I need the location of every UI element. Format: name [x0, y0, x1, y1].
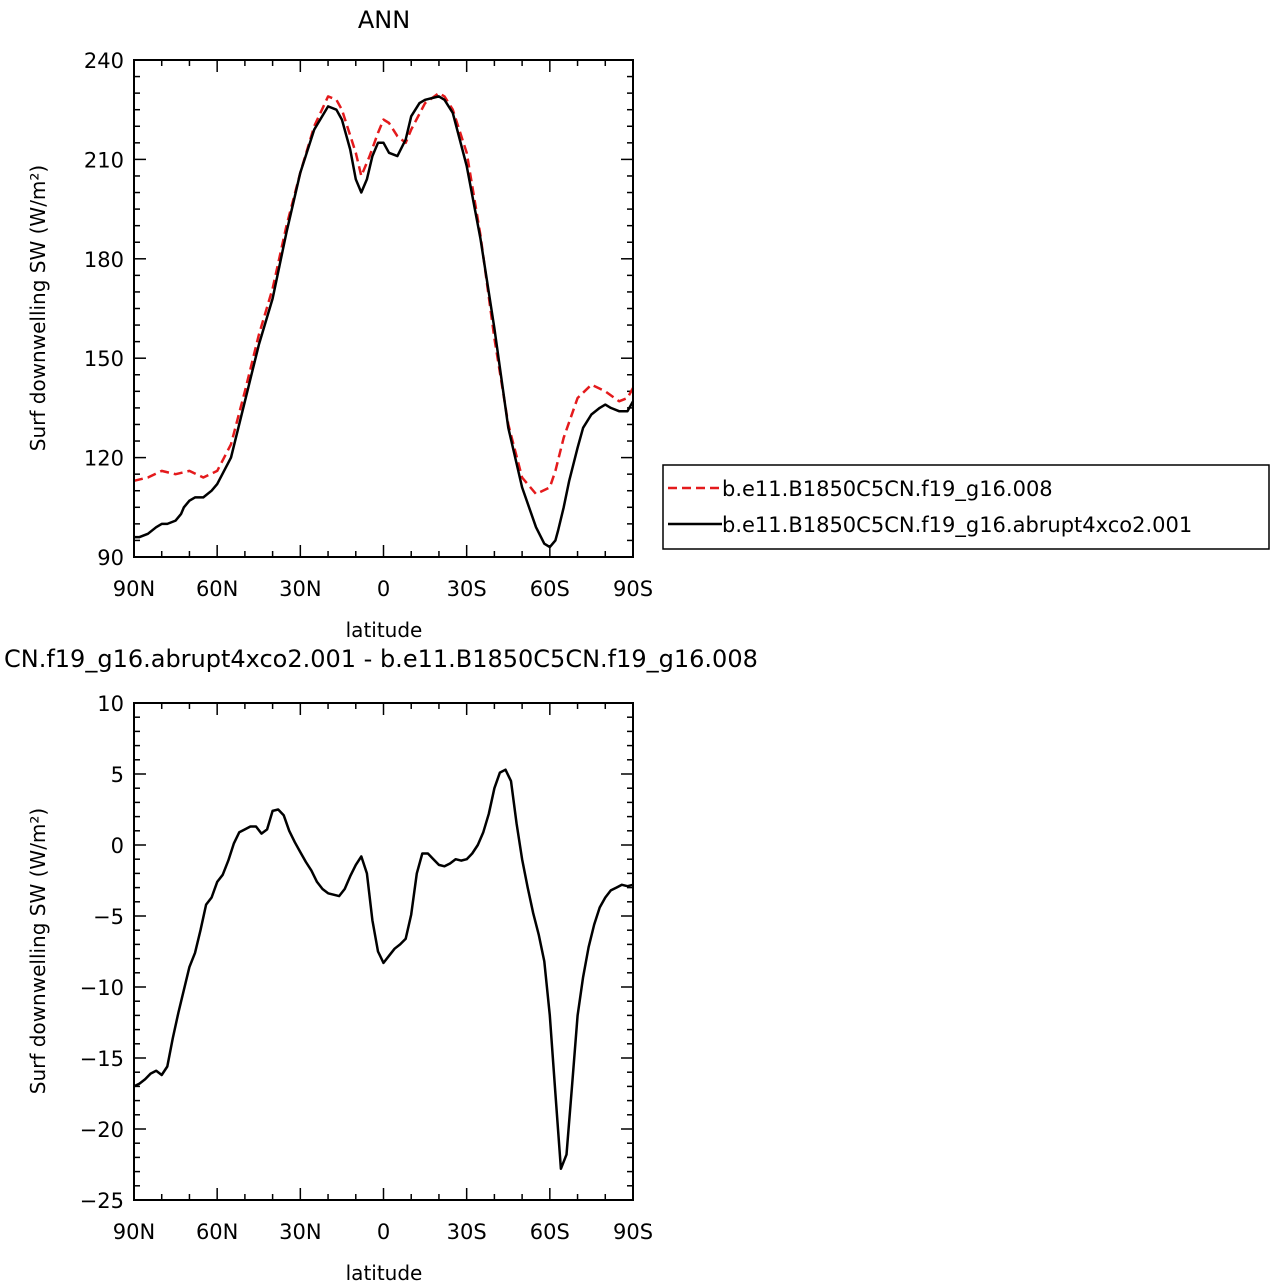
- bottom-ytick-label: 0: [111, 834, 124, 858]
- bottom-chart-title: CN.f19_g16.abrupt4xco2.001 - b.e11.B1850…: [4, 645, 758, 673]
- bottom-xtick-label: 30N: [279, 1220, 321, 1244]
- bottom-series: [133, 768, 634, 1171]
- top-xtick-label: 0: [377, 577, 390, 601]
- top-tick-labels: 90N 60N 30N 0 30S 60S 90S 90 120 150 180 210 240: [84, 49, 653, 601]
- top-xtick-label: 60S: [530, 577, 570, 601]
- bottom-ytick-label: 5: [111, 763, 124, 787]
- bottom-ytick-label: −15: [80, 1047, 124, 1071]
- top-ytick-label: 240: [84, 49, 124, 73]
- top-xtick-label: 90S: [613, 577, 653, 601]
- bottom-xlabel: latitude: [346, 1261, 423, 1285]
- top-xtick-label: 30S: [447, 577, 487, 601]
- top-series: [133, 91, 635, 549]
- bottom-xtick-label: 30S: [447, 1220, 487, 1244]
- top-ytick-label: 210: [84, 148, 124, 172]
- bottom-ytick-label: −25: [80, 1189, 124, 1213]
- top-ytick-label: 90: [97, 546, 124, 570]
- legend-label-abrupt4xco2: b.e11.B1850C5CN.f19_g16.abrupt4xco2.001: [722, 513, 1192, 538]
- top-plot-frame: [133, 59, 634, 558]
- bottom-xtick-label: 90N: [113, 1220, 155, 1244]
- top-ytick-label: 150: [84, 347, 124, 371]
- top-series-line-0: [133, 91, 635, 496]
- bottom-ytick-label: −10: [80, 976, 124, 1000]
- legend-label-control: b.e11.B1850C5CN.f19_g16.008: [722, 477, 1053, 502]
- top-xlabel: latitude: [346, 618, 423, 642]
- top-ytick-label: 180: [84, 248, 124, 272]
- bottom-xtick-label: 60N: [196, 1220, 238, 1244]
- bottom-plot-frame: [133, 702, 634, 1201]
- top-ticks: [133, 59, 634, 558]
- bottom-ytick-label: −20: [80, 1118, 124, 1142]
- bottom-xtick-label: 90S: [613, 1220, 653, 1244]
- bottom-tick-labels: 90N 60N 30N 0 30S 60S 90S 10 5 0 −5 −10 −15 −20 −25: [80, 692, 653, 1244]
- legend: b.e11.B1850C5CN.f19_g16.008 b.e11.B1850C…: [662, 464, 1270, 550]
- bottom-panel: CN.f19_g16.abrupt4xco2.001 - b.e11.B1850…: [4, 645, 758, 1285]
- bottom-ytick-label: 10: [97, 692, 124, 716]
- top-chart-title: ANN: [358, 6, 410, 34]
- bottom-ytick-label: −5: [93, 905, 124, 929]
- top-xtick-label: 60N: [196, 577, 238, 601]
- top-ylabel: Surf downwelling SW (W/m²): [26, 165, 50, 451]
- top-xtick-label: 90N: [113, 577, 155, 601]
- top-series-line-1: [134, 95, 635, 549]
- bottom-xtick-label: 60S: [530, 1220, 570, 1244]
- bottom-xtick-label: 0: [377, 1220, 390, 1244]
- legend-box: [662, 464, 1270, 550]
- bottom-ylabel: Surf downwelling SW (W/m²): [26, 808, 50, 1094]
- top-ytick-label: 120: [84, 447, 124, 471]
- bottom-series-line-0: [133, 768, 634, 1171]
- top-panel: ANN 90N 60N 30N 0 30S 60S 90S 90 120 150 180 210 240…: [26, 6, 653, 642]
- top-xtick-label: 30N: [279, 577, 321, 601]
